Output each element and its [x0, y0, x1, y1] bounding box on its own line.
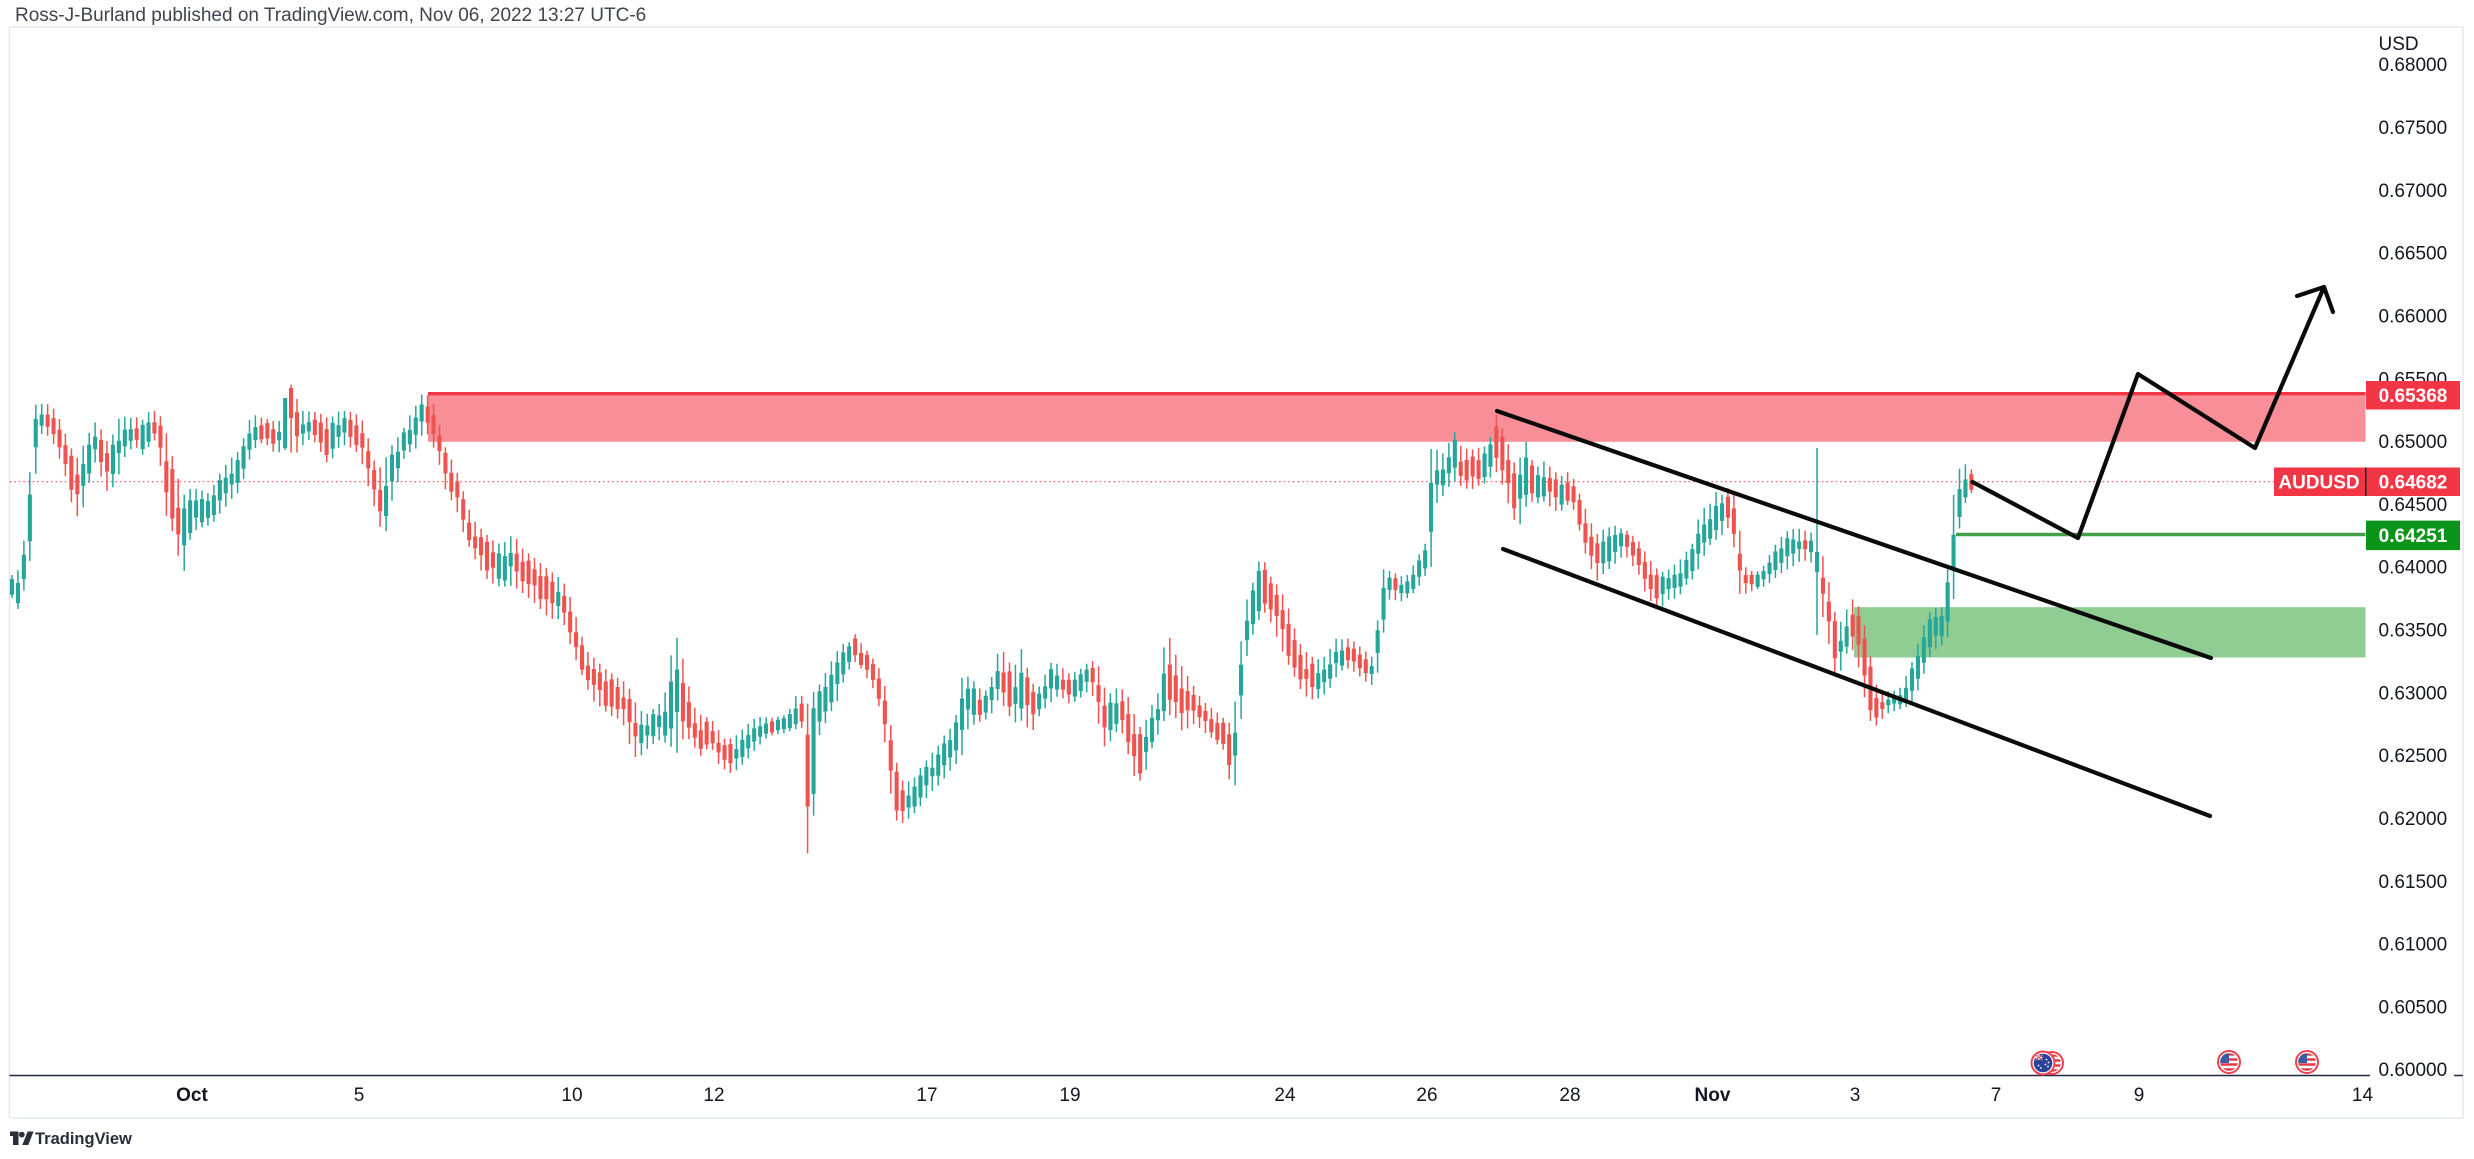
svg-text:14: 14: [2352, 1085, 2374, 1106]
svg-text:0.65368: 0.65368: [2379, 386, 2448, 407]
svg-text:26: 26: [1416, 1085, 1437, 1106]
svg-text:19: 19: [1059, 1085, 1080, 1106]
svg-text:0.64000: 0.64000: [2379, 558, 2448, 579]
svg-text:0.61000: 0.61000: [2379, 935, 2448, 956]
svg-text:0.67500: 0.67500: [2379, 118, 2448, 139]
svg-text:0.67000: 0.67000: [2379, 181, 2448, 202]
svg-text:0.68000: 0.68000: [2379, 55, 2448, 76]
svg-text:0.61500: 0.61500: [2379, 872, 2448, 893]
svg-text:Oct: Oct: [176, 1085, 208, 1106]
svg-text:3: 3: [1850, 1085, 1861, 1106]
svg-text:0.60500: 0.60500: [2379, 997, 2448, 1018]
svg-text:0.64500: 0.64500: [2379, 495, 2448, 516]
svg-text:AUDUSD: AUDUSD: [2278, 473, 2359, 494]
svg-text:0.60000: 0.60000: [2379, 1060, 2448, 1081]
svg-text:Nov: Nov: [1695, 1085, 1731, 1106]
svg-text:10: 10: [561, 1085, 582, 1106]
svg-text:0.63000: 0.63000: [2379, 683, 2448, 704]
svg-text:0.62500: 0.62500: [2379, 746, 2448, 767]
svg-text:USD: USD: [2379, 34, 2419, 55]
svg-text:0.64251: 0.64251: [2379, 526, 2448, 547]
svg-text:7: 7: [1991, 1085, 2002, 1106]
svg-text:TradingView: TradingView: [35, 1130, 132, 1148]
svg-text:17: 17: [916, 1085, 937, 1106]
svg-text:9: 9: [2134, 1085, 2145, 1106]
svg-text:0.66000: 0.66000: [2379, 307, 2448, 328]
svg-text:0.65000: 0.65000: [2379, 432, 2448, 453]
svg-text:0.62000: 0.62000: [2379, 809, 2448, 830]
svg-text:28: 28: [1559, 1085, 1580, 1106]
svg-text:0.66500: 0.66500: [2379, 244, 2448, 265]
svg-text:12: 12: [703, 1085, 724, 1106]
svg-text:0.64682: 0.64682: [2379, 473, 2448, 494]
svg-text:5: 5: [354, 1085, 365, 1106]
svg-text:0.63500: 0.63500: [2379, 621, 2448, 642]
svg-text:Ross-J-Burland published on Tr: Ross-J-Burland published on TradingView.…: [15, 5, 646, 26]
svg-text:24: 24: [1274, 1085, 1296, 1106]
